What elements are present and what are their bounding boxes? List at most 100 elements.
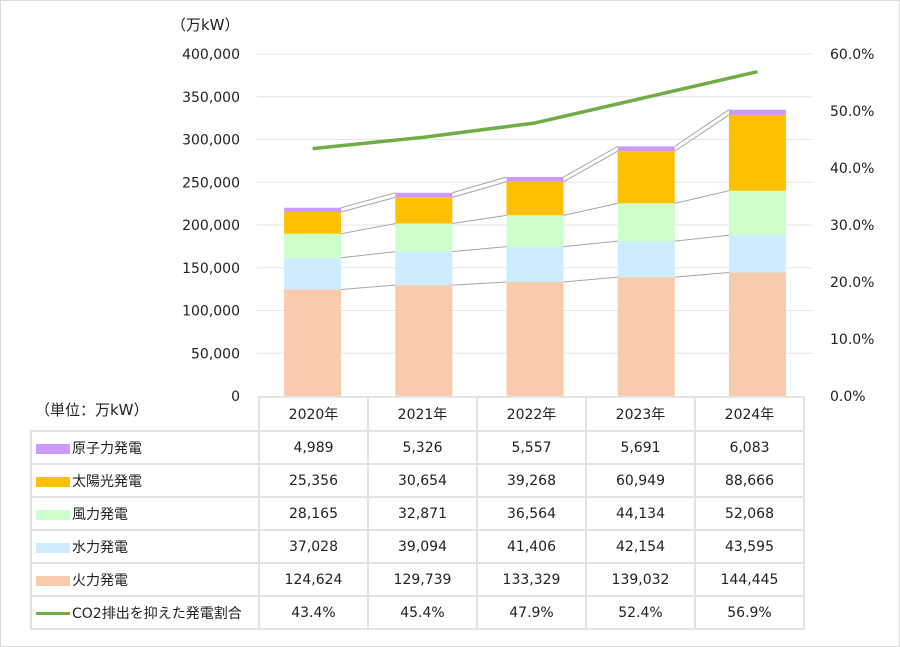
table-cell: 45.4%: [367, 595, 478, 630]
table-cell: 42,154: [585, 529, 696, 564]
y-tick-label: 350,000: [182, 90, 240, 106]
bar-segment: [728, 190, 786, 236]
legend-entry: CO2排出を抑えた発電割合: [30, 595, 260, 630]
bar-segment: [284, 207, 342, 213]
series-connector-line: [452, 281, 507, 286]
table-cell: 52,068: [694, 496, 805, 531]
table-cell: 43.4%: [258, 595, 369, 630]
bar-segment: [506, 282, 564, 396]
table-cell: 6,083: [694, 430, 805, 465]
table-year-header: 2022年: [476, 396, 587, 432]
legend-label: CO2排出を抑えた発電割合: [72, 605, 242, 622]
table-cell: 44,134: [585, 496, 696, 531]
series-connector-line: [674, 109, 730, 147]
co2-ratio-line: [312, 69, 758, 151]
table-cell: 124,624: [258, 562, 369, 597]
legend-entry: 太陽光発電: [30, 463, 260, 498]
bar-segment: [395, 192, 453, 198]
y2-tick-label: 50.0%: [830, 104, 874, 120]
bar-segment: [617, 277, 675, 396]
series-connector-line: [563, 240, 618, 248]
series-connector-line: [341, 223, 396, 235]
y-tick-label: 200,000: [182, 218, 240, 234]
series-connector-line: [674, 272, 729, 278]
y2-tick-label: 30.0%: [830, 218, 874, 234]
table-header-row: （単位：万kW） 2020年 2021年 2022年 2023年 2024年: [31, 396, 805, 432]
y-tick-label: 400,000: [182, 47, 240, 63]
series-connector-line: [340, 196, 396, 213]
y-tick-label: 50,000: [191, 346, 240, 362]
table-cell: 25,356: [258, 463, 369, 498]
legend-label: 火力発電: [72, 572, 128, 589]
table-row: CO2排出を抑えた発電割合 43.4% 45.4% 47.9% 52.4% 56.9%: [30, 595, 805, 630]
bar-segment: [617, 151, 675, 204]
legend-label: 原子力発電: [72, 440, 142, 457]
series-connector-line: [563, 276, 618, 283]
legend-label: 太陽光発電: [72, 473, 142, 490]
table-cell: 88,666: [694, 463, 805, 498]
table-unit-label: （単位：万kW）: [31, 397, 259, 432]
legend-swatch: [36, 443, 70, 454]
table-cell: 36,564: [476, 496, 587, 531]
table-cell: 39,268: [476, 463, 587, 498]
y2-tick-label: 40.0%: [830, 161, 874, 177]
table-row: 水力発電 37,028 39,094 41,406 42,154 43,595: [30, 529, 805, 564]
bar-segment: [728, 109, 786, 115]
table-cell: 32,871: [367, 496, 478, 531]
table-cell: 133,329: [476, 562, 587, 597]
legend-swatch: [36, 542, 70, 553]
bar-segment: [617, 146, 675, 152]
table-row: 火力発電 124,624 129,739 133,329 139,032 144,445: [30, 562, 805, 597]
table-row: 原子力発電 4,989 5,326 5,557 5,691 6,083: [30, 430, 805, 465]
y-tick-label: 300,000: [182, 133, 240, 149]
table-cell: 5,691: [585, 430, 696, 465]
y2-tick-label: 10.0%: [830, 332, 874, 348]
series-connector-line: [452, 246, 507, 253]
table-year-header: 2021年: [367, 396, 478, 432]
left-axis-unit: （万kW）: [171, 16, 240, 34]
table-cell: 4,989: [258, 430, 369, 465]
y-tick-label: 250,000: [182, 175, 240, 191]
legend-swatch: [36, 575, 70, 586]
table-row: 風力発電 28,165 32,871 36,564 44,134 52,068: [30, 496, 805, 531]
series-connector-line: [674, 114, 730, 152]
table-cell: 30,654: [367, 463, 478, 498]
table-cell: 129,739: [367, 562, 478, 597]
bar-segment: [284, 212, 342, 234]
legend-swatch: [36, 612, 70, 615]
table-cell: 47.9%: [476, 595, 587, 630]
legend-swatch: [36, 509, 70, 520]
y2-tick-label: 60.0%: [830, 47, 874, 63]
bar-segment: [395, 223, 453, 252]
bar-segment: [617, 203, 675, 242]
table-cell: 41,406: [476, 529, 587, 564]
table-cell: 52.4%: [585, 595, 696, 630]
table-cell: 39,094: [367, 529, 478, 564]
bar-segment: [728, 235, 786, 273]
series-connector-line: [452, 176, 507, 194]
bar-segment: [395, 285, 453, 396]
legend-entry: 火力発電: [30, 562, 260, 597]
table-cell: 139,032: [585, 562, 696, 597]
table-year-header: 2023年: [585, 396, 696, 432]
bar-segment: [506, 177, 564, 182]
bar-segment: [728, 272, 786, 396]
bar-segment: [617, 241, 675, 278]
table-cell: 144,445: [694, 562, 805, 597]
table-cell: 56.9%: [694, 595, 805, 630]
table-year-header: 2020年: [258, 396, 369, 432]
table-row: 太陽光発電 25,356 30,654 39,268 60,949 88,666: [30, 463, 805, 498]
series-connector-line: [452, 181, 507, 198]
table-cell: 37,028: [258, 529, 369, 564]
legend-entry: 風力発電: [30, 496, 260, 531]
bar-segment: [284, 289, 342, 396]
legend-swatch: [36, 476, 70, 487]
y2-tick-label: 0.0%: [830, 389, 866, 405]
bar-segment: [395, 197, 453, 224]
legend-label: 風力発電: [72, 506, 128, 523]
table-year-header: 2024年: [694, 396, 805, 432]
series-connector-line: [341, 284, 396, 290]
bar-segment: [728, 114, 786, 191]
legend-entry: 原子力発電: [30, 430, 260, 465]
